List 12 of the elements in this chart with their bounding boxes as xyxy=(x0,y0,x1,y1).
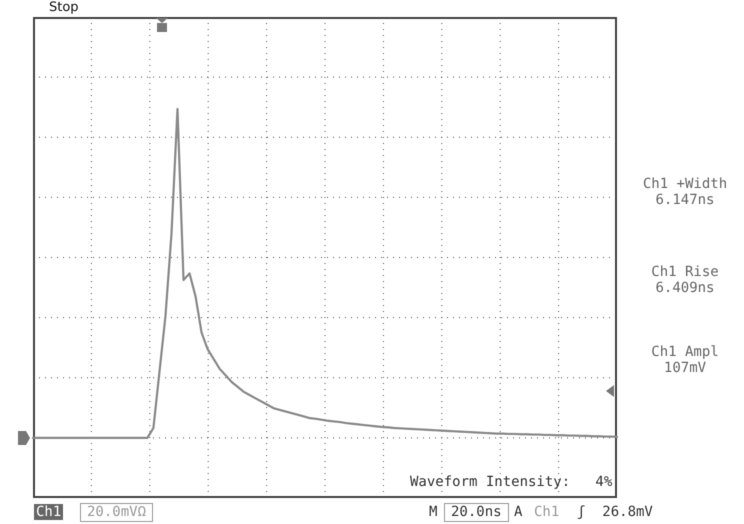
text: Ch1 xyxy=(34,504,64,520)
text: Ch1 +Width 6.147ns xyxy=(642,176,728,208)
text: A xyxy=(514,504,522,520)
text: Ch1 Ampl 107mV xyxy=(650,344,720,376)
text: M xyxy=(429,504,438,520)
text: ʃ 26.8mV xyxy=(577,504,653,520)
text: Waveform Intensity: 4% xyxy=(410,474,612,490)
text: Ch1 Rise 6.409ns xyxy=(650,264,720,296)
text: Ch1 xyxy=(534,504,560,520)
chart-title: Stop xyxy=(49,0,79,15)
text: 20.0mVΩ xyxy=(80,503,154,522)
text: 20.0ns xyxy=(444,503,509,522)
